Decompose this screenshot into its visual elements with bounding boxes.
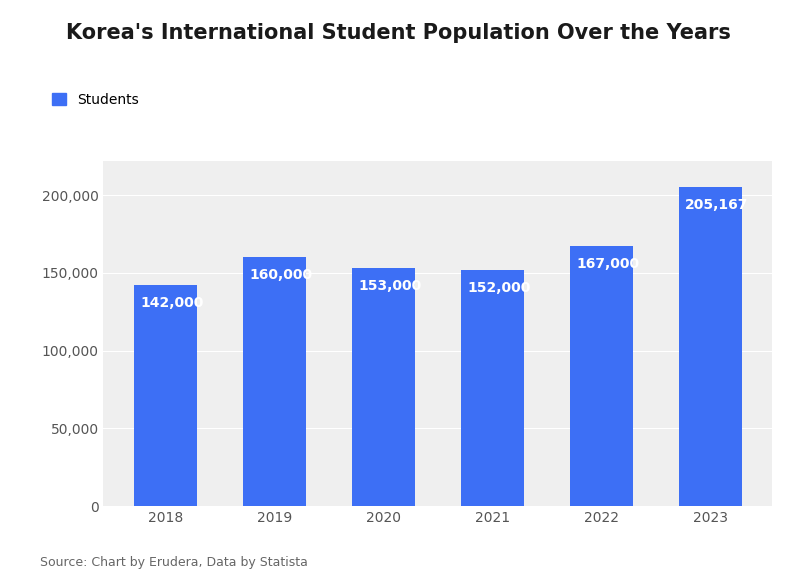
Text: 160,000: 160,000 — [249, 268, 313, 282]
Bar — [570, 247, 633, 506]
Bar — [352, 268, 415, 506]
Text: Source: Chart by Erudera, Data by Statista: Source: Chart by Erudera, Data by Statis… — [40, 556, 308, 569]
Bar — [461, 270, 524, 506]
Text: 153,000: 153,000 — [358, 279, 422, 293]
Bar — [134, 285, 197, 506]
Bar — [243, 258, 306, 506]
Text: 205,167: 205,167 — [685, 198, 748, 212]
Legend: Students: Students — [47, 87, 145, 113]
Bar — [678, 187, 742, 506]
Text: 142,000: 142,000 — [140, 296, 204, 310]
Text: Korea's International Student Population Over the Years: Korea's International Student Population… — [65, 23, 731, 43]
Text: 167,000: 167,000 — [576, 258, 639, 271]
Text: 152,000: 152,000 — [467, 281, 531, 294]
